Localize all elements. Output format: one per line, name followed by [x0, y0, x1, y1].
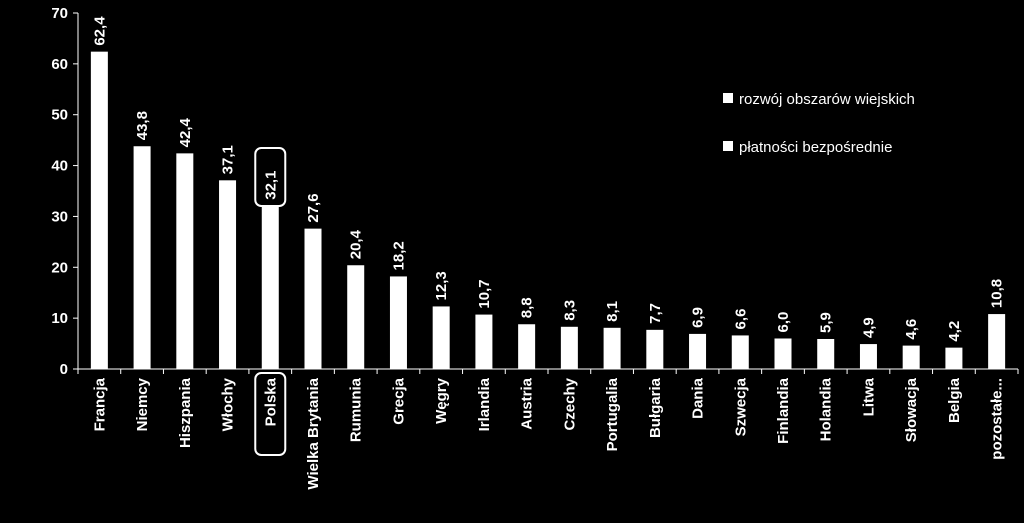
data-label: 6,9 — [690, 307, 707, 328]
y-tick-label: 40 — [51, 158, 68, 175]
bar — [389, 276, 407, 369]
data-label: 8,8 — [519, 297, 536, 318]
bar — [90, 51, 108, 369]
data-label: 27,6 — [305, 193, 322, 222]
bar — [304, 228, 322, 369]
category-label: Polska — [262, 377, 279, 426]
bar — [133, 146, 151, 369]
y-tick-label: 20 — [51, 259, 68, 276]
y-tick-label: 30 — [51, 208, 68, 225]
category-label: Czechy — [561, 377, 578, 430]
bar — [945, 347, 963, 369]
data-label: 8,1 — [604, 301, 621, 322]
bar — [475, 314, 493, 369]
data-label: 6,0 — [775, 312, 792, 333]
bar — [817, 338, 835, 369]
data-label: 6,6 — [732, 309, 749, 330]
data-label: 62,4 — [91, 16, 108, 46]
category-label: pozostałe... — [989, 378, 1006, 460]
y-tick-label: 10 — [51, 310, 68, 327]
category-label: Belgia — [946, 377, 963, 423]
bar — [731, 335, 749, 369]
data-label: 10,7 — [476, 279, 493, 308]
data-label: 32,1 — [262, 171, 279, 200]
data-label: 12,3 — [433, 271, 450, 300]
category-label: Finlandia — [775, 377, 792, 443]
category-label: Słowacja — [903, 377, 920, 442]
highlight-box-category — [254, 372, 287, 456]
category-label: Włochy — [220, 377, 237, 431]
bars — [90, 51, 1006, 369]
bar — [347, 265, 365, 369]
category-label: Grecja — [390, 377, 407, 424]
category-label: Węgry — [433, 377, 450, 424]
bar — [689, 333, 707, 369]
data-label: 37,1 — [220, 145, 237, 174]
category-label: Dania — [690, 377, 707, 419]
category-label: Litwa — [860, 377, 877, 416]
bar — [859, 344, 877, 369]
y-tick-label: 50 — [51, 107, 68, 124]
category-labels: Francja Niemcy Hiszpania Włochy Polska Wielka… — [91, 372, 1006, 490]
bar — [176, 153, 194, 369]
category-label: Austria — [519, 377, 536, 429]
bar — [219, 180, 237, 369]
bar — [560, 326, 578, 369]
category-label: Niemcy — [134, 377, 151, 431]
y-tick-label: 0 — [60, 361, 68, 378]
bar — [432, 306, 450, 369]
bar — [902, 345, 920, 369]
data-label: 7,7 — [647, 303, 664, 324]
bar — [988, 314, 1006, 369]
highlight-box-value — [254, 147, 287, 207]
category-label: Francja — [91, 377, 108, 431]
bar — [261, 205, 279, 369]
data-labels: 62,4 43,8 42,4 37,1 32,1 27,6 20,4 18,2 12,3 10,7… — [91, 16, 1005, 342]
category-label: Bułgaria — [647, 377, 664, 438]
category-label: Irlandia — [476, 377, 493, 431]
legend-label: płatności bezpośrednie — [739, 139, 892, 156]
bar — [603, 327, 621, 369]
legend-swatch — [723, 93, 733, 103]
data-label: 42,4 — [177, 118, 194, 148]
category-label: Portugalia — [604, 377, 621, 451]
data-label: 8,3 — [561, 300, 578, 321]
category-label: Hiszpania — [177, 377, 194, 448]
y-tick-label: 60 — [51, 56, 68, 73]
data-label: 5,9 — [818, 312, 835, 333]
data-label: 10,8 — [989, 279, 1006, 308]
data-label: 20,4 — [348, 229, 365, 259]
data-label: 43,8 — [134, 111, 151, 140]
y-tick-label: 70 — [51, 5, 68, 22]
bar — [774, 338, 792, 369]
category-label: Rumunia — [348, 377, 365, 442]
data-label: 4,2 — [946, 321, 963, 342]
data-label: 4,9 — [860, 317, 877, 338]
category-label: Szwecja — [732, 377, 749, 436]
data-label: 18,2 — [390, 241, 407, 270]
data-label: 4,6 — [903, 319, 920, 340]
legend-label: rozwój obszarów wiejskich — [739, 91, 915, 108]
category-label: Wielka Brytania — [305, 377, 322, 489]
category-label: Holandia — [818, 377, 835, 441]
bar — [646, 329, 664, 369]
legend: rozwój obszarów wiejskich płatności bezpo… — [723, 91, 915, 156]
bar — [518, 324, 536, 369]
legend-swatch — [723, 141, 733, 151]
